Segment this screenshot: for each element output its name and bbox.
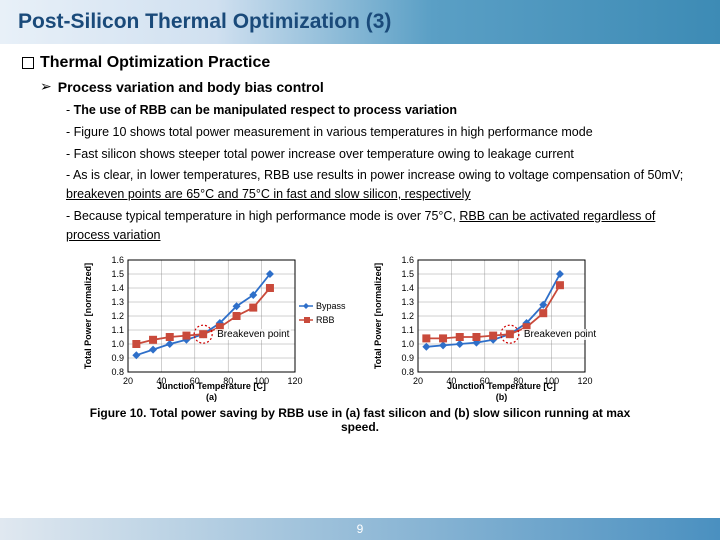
svg-text:RBB: RBB — [316, 315, 335, 325]
page-title: Post-Silicon Thermal Optimization (3) — [18, 10, 391, 34]
svg-text:120: 120 — [577, 376, 592, 386]
svg-text:0.9: 0.9 — [401, 353, 414, 363]
section-heading: Thermal Optimization Practice — [40, 54, 270, 72]
chart-a-wrap: 0.80.91.01.11.21.31.41.51.62040608010012… — [80, 252, 350, 402]
svg-text:Total Power [normalized]: Total Power [normalized] — [373, 263, 383, 369]
figure-caption: Figure 10. Total power saving by RBB use… — [22, 406, 698, 434]
bullet-item: - As is clear, in lower temperatures, RB… — [66, 166, 698, 204]
charts-row: 0.80.91.01.11.21.31.41.51.62040608010012… — [22, 252, 698, 402]
svg-text:Total Power [normalized]: Total Power [normalized] — [83, 263, 93, 369]
footer-bar: 9 — [0, 518, 720, 540]
square-bullet-icon — [22, 57, 34, 69]
page-number: 9 — [357, 522, 364, 536]
bullet-item: - The use of RBB can be manipulated resp… — [66, 101, 698, 120]
svg-text:1.5: 1.5 — [401, 269, 414, 279]
svg-text:1.2: 1.2 — [111, 311, 124, 321]
bullet-item: - Fast silicon shows steeper total power… — [66, 145, 698, 164]
svg-text:1.6: 1.6 — [401, 255, 414, 265]
bullet-list: - The use of RBB can be manipulated resp… — [66, 101, 698, 244]
svg-text:(b): (b) — [496, 392, 508, 402]
svg-text:1.1: 1.1 — [401, 325, 414, 335]
bullet-item: - Figure 10 shows total power measuremen… — [66, 123, 698, 142]
svg-text:Bypass: Bypass — [316, 301, 346, 311]
svg-text:20: 20 — [123, 376, 133, 386]
svg-text:1.2: 1.2 — [401, 311, 414, 321]
svg-text:1.6: 1.6 — [111, 255, 124, 265]
svg-text:1.1: 1.1 — [111, 325, 124, 335]
svg-text:1.4: 1.4 — [401, 283, 414, 293]
svg-text:1.0: 1.0 — [401, 339, 414, 349]
svg-text:0.9: 0.9 — [111, 353, 124, 363]
svg-text:120: 120 — [287, 376, 302, 386]
breakeven-label-a: Breakeven point — [215, 329, 291, 340]
svg-text:Junction Temperature [C]: Junction Temperature [C] — [157, 381, 266, 391]
svg-text:1.5: 1.5 — [111, 269, 124, 279]
svg-text:Junction Temperature [C]: Junction Temperature [C] — [447, 381, 556, 391]
breakeven-label-b: Breakeven point — [522, 329, 598, 340]
chart-a: 0.80.91.01.11.21.31.41.51.62040608010012… — [80, 252, 350, 402]
svg-text:1.3: 1.3 — [111, 297, 124, 307]
title-bar: Post-Silicon Thermal Optimization (3) — [0, 0, 720, 44]
subsection-heading: Process variation and body bias control — [58, 79, 324, 95]
content-area: Thermal Optimization Practice ➢ Process … — [0, 44, 720, 434]
arrow-icon: ➢ — [40, 78, 52, 95]
chart-b: 0.80.91.01.11.21.31.41.51.62040608010012… — [370, 252, 640, 402]
svg-text:1.4: 1.4 — [111, 283, 124, 293]
section-heading-row: Thermal Optimization Practice — [22, 54, 698, 72]
svg-text:(a): (a) — [206, 392, 217, 402]
subsection-heading-row: ➢ Process variation and body bias contro… — [40, 78, 698, 95]
svg-text:1.3: 1.3 — [401, 297, 414, 307]
bullet-item: - Because typical temperature in high pe… — [66, 207, 698, 245]
svg-text:20: 20 — [413, 376, 423, 386]
svg-text:1.0: 1.0 — [111, 339, 124, 349]
chart-b-wrap: 0.80.91.01.11.21.31.41.51.62040608010012… — [370, 252, 640, 402]
